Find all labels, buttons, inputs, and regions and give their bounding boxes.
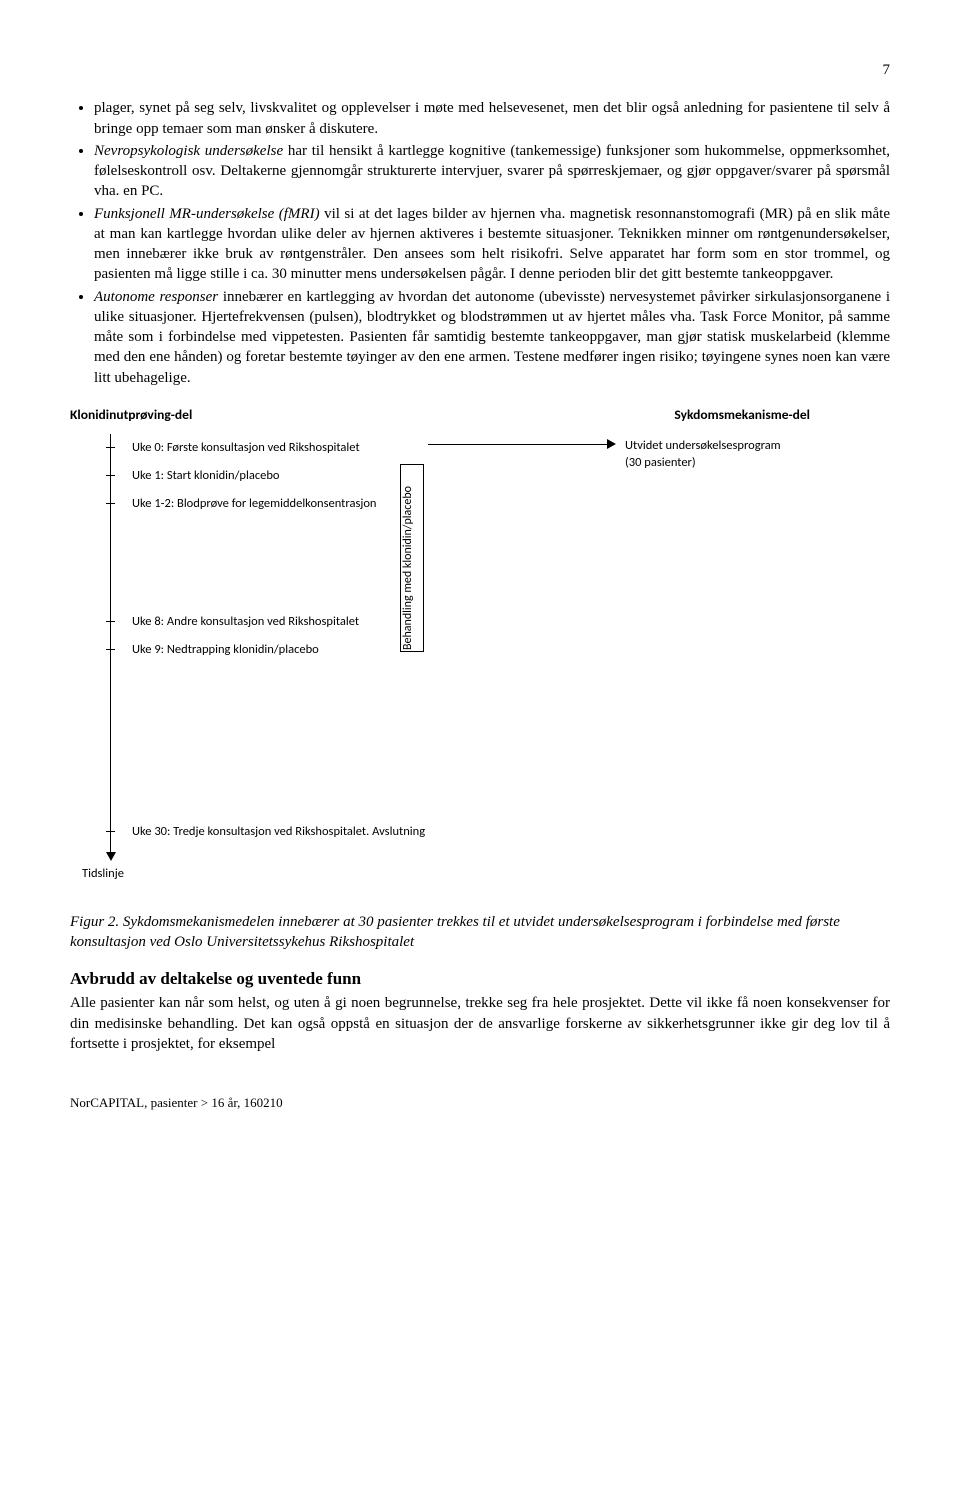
bullet-list: plager, synet på seg selv, livskvalitet … <box>70 98 890 388</box>
therapy-box-label: Behandling med klonidin/placebo <box>400 486 416 650</box>
timeline-diagram: Tidslinje Uke 0: Første konsultasjon ved… <box>70 434 890 904</box>
body-paragraph: Alle pasienter kan når som helst, og ute… <box>70 993 890 1054</box>
figure-caption: Figur 2. Sykdomsmekanismedelen innebærer… <box>70 912 890 953</box>
bullet-1-text: plager, synet på seg selv, livskvalitet … <box>94 100 890 136</box>
timeline-event-label: Uke 9: Nedtrapping klonidin/placebo <box>132 642 319 659</box>
bullet-4-lead: Autonome responser <box>94 289 218 305</box>
timeline-event-label: Uke 8: Andre konsultasjon ved Rikshospit… <box>132 614 359 631</box>
bullet-item-1: plager, synet på seg selv, livskvalitet … <box>94 98 890 139</box>
right-program-label: Utvidet undersøkelsesprogram (30 pasient… <box>625 438 781 472</box>
page-number: 7 <box>70 60 890 80</box>
section-row: Klonidinutprøving-del Sykdomsmekanisme-d… <box>70 406 890 424</box>
bullet-2-lead: Nevropsykologisk undersøkelse <box>94 143 283 159</box>
timeline-line <box>110 434 111 854</box>
page-footer: NorCAPITAL, pasienter > 16 år, 160210 <box>70 1094 890 1112</box>
bullet-item-2: Nevropsykologisk undersøkelse har til he… <box>94 141 890 202</box>
timeline-event-label: Uke 1-2: Blodprøve for legemiddelkonsent… <box>132 496 376 513</box>
timeline-event-label: Uke 1: Start klonidin/placebo <box>132 468 280 485</box>
timeline-event-label: Uke 30: Tredje konsultasjon ved Rikshosp… <box>132 824 425 841</box>
bullet-3-lead: Funksjonell MR-undersøkelse (fMRI) <box>94 206 320 222</box>
bullet-item-4: Autonome responser innebærer en kartlegg… <box>94 287 890 388</box>
section-heading: Avbrudd av deltakelse og uventede funn <box>70 968 890 991</box>
bullet-item-3: Funksjonell MR-undersøkelse (fMRI) vil s… <box>94 204 890 285</box>
arrow-down-icon <box>106 852 116 861</box>
arrow-right-line <box>428 444 608 445</box>
timeline-tick <box>106 649 115 650</box>
timeline-event-label: Uke 0: Første konsultasjon ved Rikshospi… <box>132 440 360 457</box>
timeline-tick <box>106 475 115 476</box>
timeline-tick <box>106 831 115 832</box>
section-left-title: Klonidinutprøving-del <box>70 406 192 424</box>
timeline-tick <box>106 503 115 504</box>
timeline-tick <box>106 621 115 622</box>
section-right-title: Sykdomsmekanisme-del <box>674 406 810 424</box>
arrow-right-icon <box>607 439 616 449</box>
right-program-line1: Utvidet undersøkelsesprogram <box>625 438 781 455</box>
timeline-tick <box>106 447 115 448</box>
right-program-line2: (30 pasienter) <box>625 455 781 472</box>
timeline-axis-label: Tidslinje <box>82 866 124 883</box>
